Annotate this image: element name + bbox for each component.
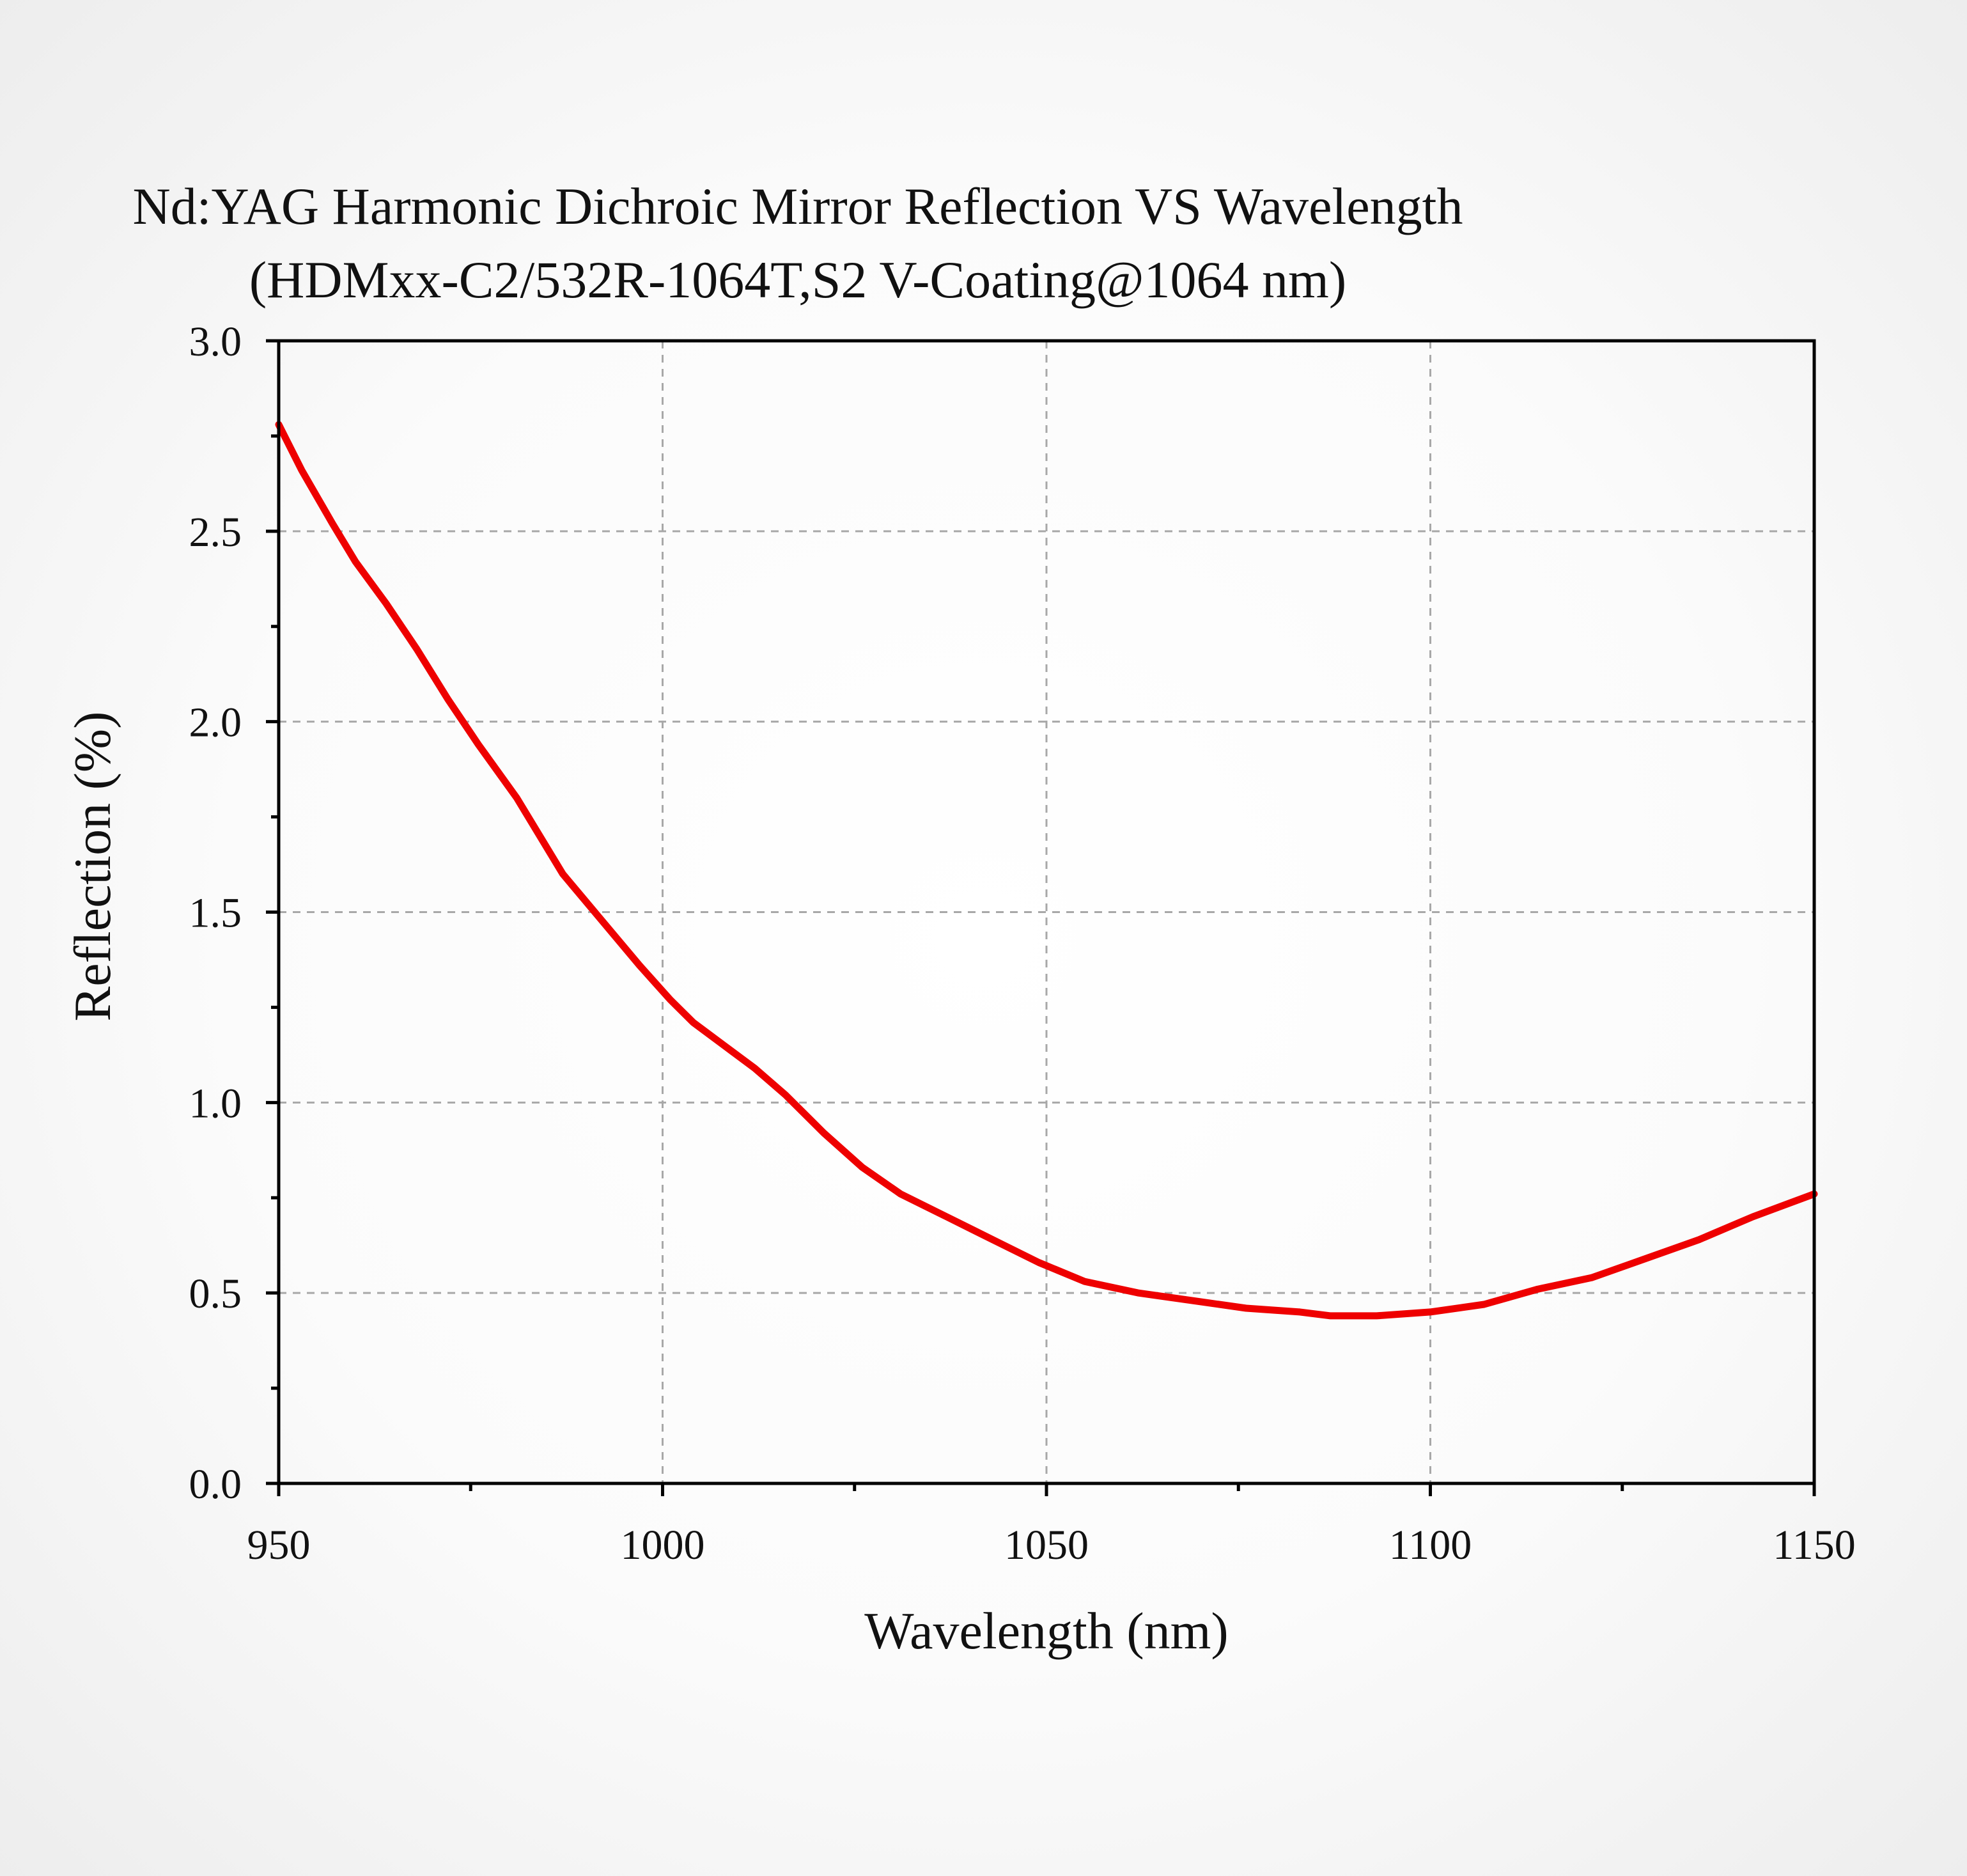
x-axis-label: Wavelength (nm) [864,1602,1228,1660]
x-tick-label: 950 [247,1522,311,1568]
x-tick-label: 1000 [621,1522,705,1568]
x-tick-label: 1150 [1773,1522,1856,1568]
y-tick-label: 0.0 [189,1461,242,1508]
x-tick-label: 1100 [1389,1522,1472,1568]
y-tick-label: 2.0 [189,700,242,746]
tick-label-layer: 950 1000 1050 1100 1150 0.0 0.5 1.0 1.5 2.0 2.5 3.0 [189,318,1856,1568]
grid-layer [279,341,1814,1483]
chart-subtitle: (HDMxx-C2/532R-1064T,S2 V-Coating@1064 n… [249,251,1346,309]
y-axis-label: Reflection (%) [63,712,121,1022]
series-layer [275,421,1818,1320]
y-tick-label: 1.5 [189,890,242,937]
y-tick-label: 2.5 [189,509,242,556]
chart-title: Nd:YAG Harmonic Dichroic Mirror Reflecti… [133,177,1463,235]
series-line [275,421,1818,1320]
y-tick-label: 1.0 [189,1080,242,1127]
axes-layer [266,339,1816,1496]
x-tick-label: 1050 [1004,1522,1089,1568]
y-tick-label: 0.5 [189,1270,242,1317]
y-tick-label: 3.0 [189,318,242,365]
